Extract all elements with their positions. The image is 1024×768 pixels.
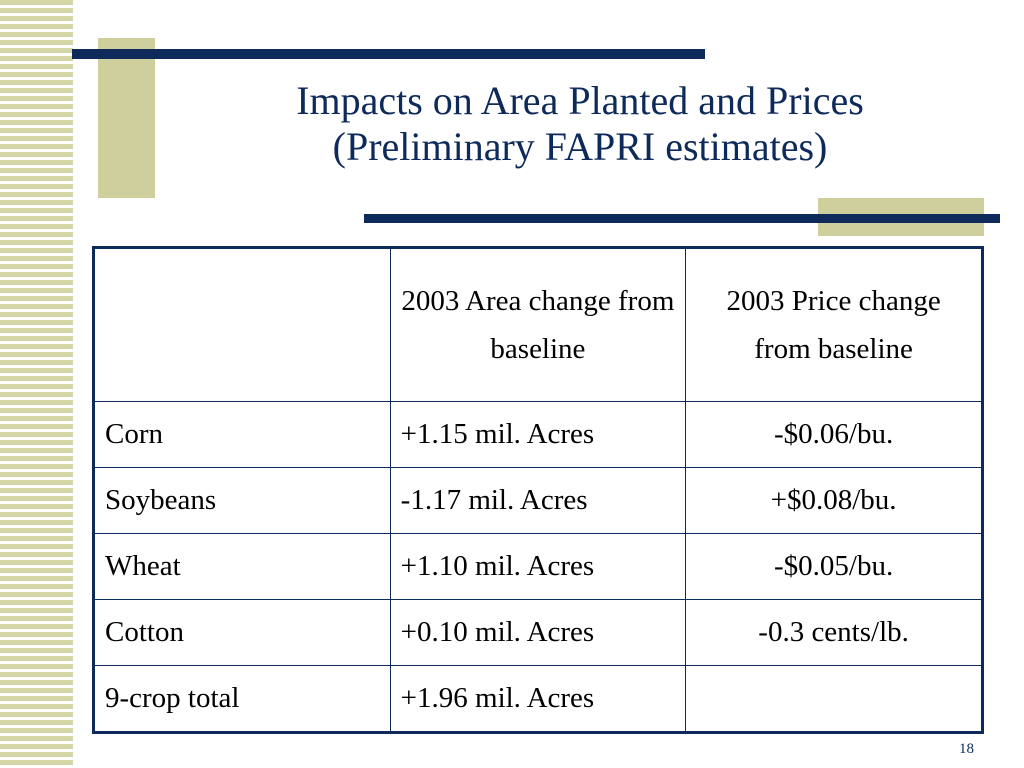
table-row-total: 9-crop total +1.96 mil. Acres bbox=[93, 665, 983, 733]
table-row: Wheat +1.10 mil. Acres -$0.05/bu. bbox=[93, 533, 983, 600]
area-change-cell: +1.15 mil. Acres bbox=[389, 401, 687, 468]
table-row: Soybeans -1.17 mil. Acres +$0.08/bu. bbox=[93, 467, 983, 534]
price-change-cell: -0.3 cents/lb. bbox=[685, 599, 983, 666]
decorative-navy-line-bottom bbox=[364, 214, 1000, 223]
decorative-stripes bbox=[0, 0, 73, 768]
area-change-cell: +1.10 mil. Acres bbox=[389, 533, 687, 600]
header-cell-crop bbox=[93, 247, 391, 402]
table-header-row: 2003 Area change from baseline 2003 Pric… bbox=[93, 247, 983, 402]
header-cell-area-change: 2003 Area change from baseline bbox=[389, 247, 687, 402]
header-cell-price-change: 2003 Price change from baseline bbox=[685, 247, 983, 402]
price-change-cell: -$0.06/bu. bbox=[685, 401, 983, 468]
price-change-cell: -$0.05/bu. bbox=[685, 533, 983, 600]
slide-title: Impacts on Area Planted and Prices (Prel… bbox=[160, 78, 1000, 170]
decorative-navy-line-top bbox=[72, 49, 705, 59]
title-line-1: Impacts on Area Planted and Prices bbox=[296, 78, 864, 123]
area-change-cell-total: +1.96 mil. Acres bbox=[389, 665, 687, 733]
table-row: Cotton +0.10 mil. Acres -0.3 cents/lb. bbox=[93, 599, 983, 666]
title-line-2: (Preliminary FAPRI estimates) bbox=[332, 124, 828, 169]
decorative-olive-block-top bbox=[98, 38, 155, 198]
price-change-cell: +$0.08/bu. bbox=[685, 467, 983, 534]
price-change-cell-total bbox=[685, 665, 983, 733]
impacts-table: 2003 Area change from baseline 2003 Pric… bbox=[92, 246, 984, 734]
crop-cell: Wheat bbox=[93, 533, 391, 600]
crop-cell: Cotton bbox=[93, 599, 391, 666]
crop-cell: Soybeans bbox=[93, 467, 391, 534]
crop-cell: Corn bbox=[93, 401, 391, 468]
area-change-cell: +0.10 mil. Acres bbox=[389, 599, 687, 666]
page-number: 18 bbox=[959, 741, 974, 757]
table-row: Corn +1.15 mil. Acres -$0.06/bu. bbox=[93, 401, 983, 468]
crop-cell-total: 9-crop total bbox=[93, 665, 391, 733]
area-change-cell: -1.17 mil. Acres bbox=[389, 467, 687, 534]
